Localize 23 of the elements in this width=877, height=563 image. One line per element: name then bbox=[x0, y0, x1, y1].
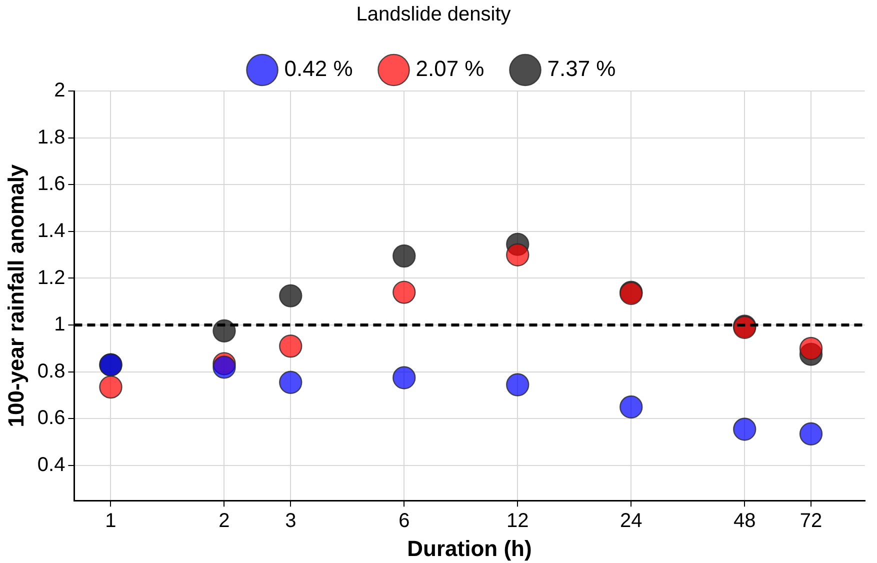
x-tick-label: 24 bbox=[620, 510, 642, 532]
x-tick-label: 1 bbox=[105, 510, 116, 532]
x-tick-label: 72 bbox=[800, 510, 822, 532]
y-tick-label: 0.6 bbox=[37, 407, 66, 430]
y-tick-label: 1.4 bbox=[37, 220, 66, 242]
y-tick-label: 1.2 bbox=[37, 266, 66, 289]
x-tick-label: 48 bbox=[733, 510, 756, 532]
x-tick-label: 6 bbox=[398, 510, 410, 532]
y-tick-label: 1 bbox=[54, 314, 66, 336]
y-axis-title: 100-year rainfall anomaly bbox=[3, 164, 28, 428]
x-axis-title: Duration (h) bbox=[407, 536, 532, 561]
x-tick-label: 2 bbox=[218, 510, 230, 532]
legend-label: 2.07 % bbox=[416, 56, 484, 82]
x-tick-label: 12 bbox=[506, 510, 529, 532]
y-tick-label: 2 bbox=[54, 80, 66, 102]
y-tick-label: 0.4 bbox=[37, 454, 66, 476]
legend-title: Landslide density bbox=[356, 4, 511, 26]
legend-label: 0.42 % bbox=[284, 56, 353, 82]
y-tick-label: 1.8 bbox=[37, 126, 66, 148]
y-tick-label: 1.6 bbox=[37, 173, 66, 196]
x-tick-label: 3 bbox=[285, 510, 296, 532]
y-tick-label: 0.8 bbox=[37, 360, 66, 382]
legend-label: 7.37 % bbox=[547, 56, 616, 82]
